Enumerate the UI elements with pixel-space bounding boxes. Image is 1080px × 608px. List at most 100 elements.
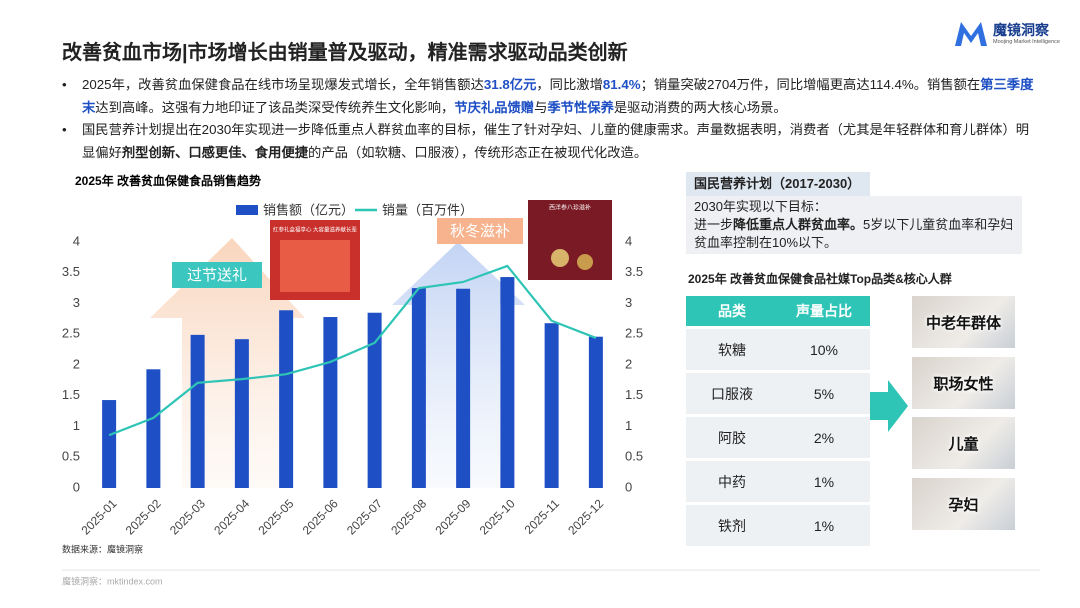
text-run: 第三季度末 [82,77,1034,115]
cell: 铁剂 [686,505,778,546]
table-header: 品类 声量占比 [686,296,870,326]
cell: 1% [778,505,870,546]
audience: 职场女性 [912,357,1015,409]
product-image [551,249,569,267]
legend-label: 销量（百万件） [382,202,473,217]
x-tick-label: 2025-11 [522,496,563,537]
logo-text: 魔镜洞察 [993,22,1049,38]
y2-tick-label: 1 [625,418,632,433]
text-run: 达到高峰。这强有力地印证了该品类深受传统养生文化影响， [95,99,455,115]
footer: 魔镜洞察：mktindex.com [62,575,163,586]
cell: 中药 [686,461,778,502]
cell: 阿胶 [686,417,778,458]
annotation-box [437,218,523,244]
text-run: 进一步 [694,217,734,232]
text-run: 2025年，改善贫血保健食品在线市场呈现爆发式增长，全年销售额达 [82,77,484,92]
y2-tick-label: 0 [625,479,632,494]
y2-tick-label: 3 [625,295,632,310]
callout-body: 2030年实现以下目标： 进一步降低重点人群贫血率。5岁以下儿童贫血率和孕妇贫血率… [686,196,1022,254]
y-tick-label: 0.5 [62,449,80,464]
annotation: 秋冬滋补 [450,223,510,240]
table-row: 中药 1% [686,461,870,502]
bar [146,369,161,488]
text-run: 剂型创新、口感更佳、食用便捷 [121,144,309,160]
cell: 软糖 [686,329,778,370]
bar [234,339,249,488]
annotation: 过节送礼 [187,267,247,284]
flow-arrow [870,380,908,432]
audience: 孕妇 [912,478,1015,530]
table-title: 2025年 改善贫血保健食品社媒Top品类&核心人群 [688,272,952,286]
bar [323,317,338,488]
x-tick-label: 2025-04 [211,496,252,537]
text-run: ；销量突破2704万件，同比增幅更高达114.4%。销售额在 [640,77,981,92]
x-tick-label: 2025-03 [167,496,208,537]
y2-tick-label: 4 [625,233,632,248]
y-tick-label: 4 [73,233,80,248]
bullet: 2025年，改善贫血保健食品在线市场呈现爆发式增长，全年销售额达31.8亿元，同… [62,74,1038,119]
bar [456,288,471,488]
product-image [528,200,612,280]
audience: 中老年群体 [912,296,1015,348]
bar [544,323,559,488]
text-run: 国民营养计划提出在2030年实现进一步降低重点人群贫血率的目标，催生了针对孕妇、… [82,122,1030,160]
text-run: 81.4% [602,77,641,92]
bar [588,336,603,488]
line [108,264,597,437]
legend-swatch [236,205,258,215]
x-tick-label: 2025-07 [344,496,385,537]
text-run: 节庆礼品馈赠 [454,99,535,115]
callout-title: 国民营养计划（2017-2030） [686,172,870,196]
product-caption: 西洋参八珍滋补 [549,204,591,212]
callout-line: 进一步降低重点人群贫血率。5岁以下儿童贫血率和孕妇贫血率控制在10%以下。 [694,216,1014,252]
y-tick-label: 1.5 [62,387,80,402]
decor-arrow [150,238,305,488]
bar [411,288,426,488]
text-run: 的产品（如软糖、口服液），传统形态正在被现代化改造。 [308,144,648,160]
x-tick-label: 2025-10 [477,496,518,537]
table: 品类 声量占比 软糖 10% 口服液 5% 阿胶 2% 中药 1% 铁剂 1% [686,293,870,549]
product-caption: 红参礼盒福享心 大容量滋养献长辈 [273,225,358,233]
audience: 儿童 [912,417,1015,469]
y-tick-label: 0 [73,479,80,494]
bullet: 国民营养计划提出在2030年实现进一步降低重点人群贫血率的目标，催生了针对孕妇、… [62,119,1038,164]
legend-label: 销售额（亿元） [263,202,354,217]
text-run: 5岁以下儿童贫血率和孕妇贫血率控制在10%以下。 [694,217,1014,250]
header-cell: 品类 [686,296,778,326]
y2-tick-label: 2.5 [625,326,643,341]
callout-line: 2030年实现以下目标： [694,198,1014,216]
product-image [577,254,593,270]
table-row: 铁剂 1% [686,505,870,546]
header-cell: 声量占比 [778,296,870,326]
cell: 10% [778,329,870,370]
text-run: ，同比激增 [536,77,603,92]
text-run: 季节性保养 [547,99,614,115]
cell: 2% [778,417,870,458]
y-tick-label: 2.5 [62,326,80,341]
x-tick-label: 2025-06 [300,496,341,537]
y2-tick-label: 0.5 [625,449,643,464]
x-tick-label: 2025-01 [78,496,119,537]
y2-tick-label: 2 [625,356,632,371]
text-run: 31.8亿元 [483,77,537,92]
logo-icon [955,22,987,46]
title: 改善贫血市场|市场增长由销量普及驱动，精准需求驱动品类创新 [62,42,628,64]
x-tick-label: 2025-09 [432,496,473,537]
x-tick-label: 2025-05 [255,496,296,537]
product-image [280,240,350,292]
chart-title: 2025年 改善贫血保健食品销售趋势 [75,173,261,188]
bar [190,334,205,488]
y-tick-label: 2 [73,356,80,371]
logo-subtext: Moojing Market Intelligence [993,39,1060,45]
y2-tick-label: 3.5 [625,264,643,279]
annotation-box [172,262,262,288]
cell: 1% [778,461,870,502]
x-tick-label: 2025-12 [565,496,606,537]
bar [279,310,294,488]
bar [500,277,515,488]
text-run: 2030年实现以下目标： [694,199,827,214]
cell: 口服液 [686,373,778,414]
text-run: 是驱动消费的两大核心场景。 [613,99,787,115]
